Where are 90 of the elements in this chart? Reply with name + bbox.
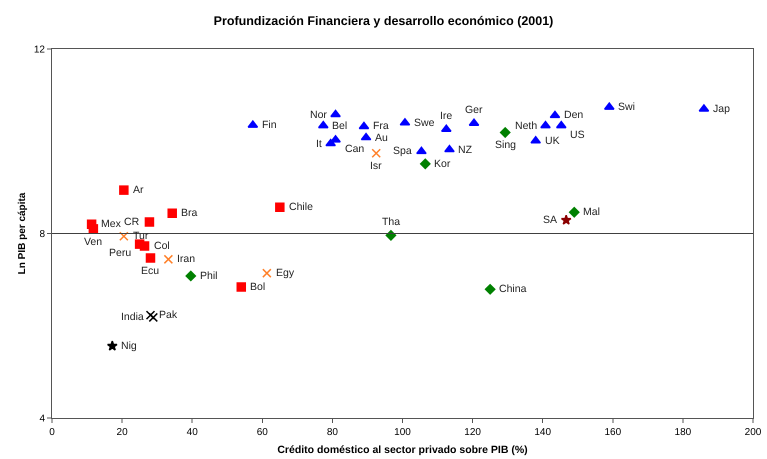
annotation: SA	[543, 214, 558, 226]
annotation: Bra	[181, 207, 198, 219]
annotation: Kor	[434, 158, 451, 170]
annotation: Ire	[440, 110, 452, 122]
annotation: Tha	[382, 216, 400, 228]
annotation: Bol	[250, 281, 266, 293]
point	[698, 104, 710, 112]
point	[236, 282, 246, 292]
point	[468, 118, 480, 126]
annotation: Ger	[465, 104, 484, 116]
point	[146, 253, 156, 263]
x-tick-label: 140	[534, 427, 552, 438]
point	[400, 118, 410, 126]
x-tick-label: 100	[394, 427, 412, 438]
x-axis-title: Crédito doméstico al sector privado sobre PIB (%)	[277, 444, 528, 456]
annotation: Au	[375, 132, 388, 144]
point	[167, 208, 177, 218]
annotation: Ven	[84, 236, 102, 248]
point	[140, 241, 150, 251]
annotation: Jap	[713, 103, 730, 115]
point	[148, 312, 158, 322]
annotation: Phil	[200, 270, 218, 282]
point	[119, 185, 129, 195]
annotation: Spa	[393, 145, 412, 157]
x-tick-label: 40	[186, 427, 198, 438]
annotation: UK	[545, 135, 560, 147]
point	[262, 268, 272, 278]
point	[330, 110, 341, 118]
x-tick-label: 0	[49, 427, 56, 438]
annotation: Iran	[177, 253, 196, 265]
x-tick-label: 200	[744, 427, 762, 438]
x-tick-label: 160	[604, 427, 622, 438]
point	[568, 206, 580, 218]
x-tick-label: 120	[464, 427, 482, 438]
annotation: Isr	[370, 160, 382, 172]
annotation: Den	[564, 109, 584, 121]
annotation: China	[499, 283, 527, 295]
point	[330, 135, 341, 143]
point	[358, 122, 370, 130]
point	[540, 120, 551, 128]
point	[560, 214, 572, 225]
point	[484, 284, 496, 295]
annotation: Bel	[332, 120, 348, 132]
annotation: Col	[154, 240, 170, 252]
point	[186, 270, 196, 282]
point	[88, 224, 98, 234]
annotation: Nig	[121, 340, 137, 352]
annotation: It	[316, 138, 322, 150]
y-axis-title: Ln PIB per cápita	[16, 192, 28, 274]
point	[371, 148, 381, 158]
annotation: Swe	[414, 117, 435, 129]
annotation: Egy	[276, 267, 295, 279]
annotation: Nor	[310, 109, 328, 121]
annotation: CR	[124, 216, 140, 228]
annotation: Chile	[289, 201, 314, 213]
annotation: Peru	[109, 247, 132, 259]
y-tick-label: 12	[34, 44, 46, 56]
annotation: Neth	[515, 120, 538, 132]
point	[416, 146, 427, 154]
x-tick-label: 180	[674, 427, 692, 438]
point	[275, 202, 285, 212]
chart-title: Profundización Financiera y desarrollo económico (2001)	[214, 14, 554, 28]
point	[106, 340, 118, 351]
annotation: Ar	[133, 184, 144, 196]
point	[164, 254, 174, 264]
point	[119, 232, 129, 242]
annotation: Swi	[618, 101, 635, 113]
annotation: India	[121, 311, 144, 323]
annotation: Ecu	[141, 265, 160, 277]
point	[144, 217, 154, 227]
point	[444, 144, 455, 152]
annotation: Mal	[583, 206, 600, 218]
annotation: NZ	[458, 144, 473, 156]
x-tick-label: 20	[116, 427, 128, 438]
annotation: Pak	[159, 309, 178, 321]
annotation: Fin	[262, 119, 277, 131]
x-tick-label: 60	[256, 427, 268, 438]
annotation: US	[570, 129, 585, 141]
x-tick-label: 80	[326, 427, 338, 438]
y-tick-label: 8	[39, 229, 46, 240]
point	[420, 158, 431, 170]
y-tick-label: 4	[39, 414, 46, 424]
point	[360, 132, 372, 140]
annotation: Fra	[373, 120, 389, 132]
annotation: Mex	[101, 218, 122, 230]
point	[146, 310, 156, 320]
annotation: Sing	[495, 139, 516, 151]
annotation: Can	[345, 143, 364, 155]
point	[500, 127, 510, 138]
point	[550, 110, 560, 118]
